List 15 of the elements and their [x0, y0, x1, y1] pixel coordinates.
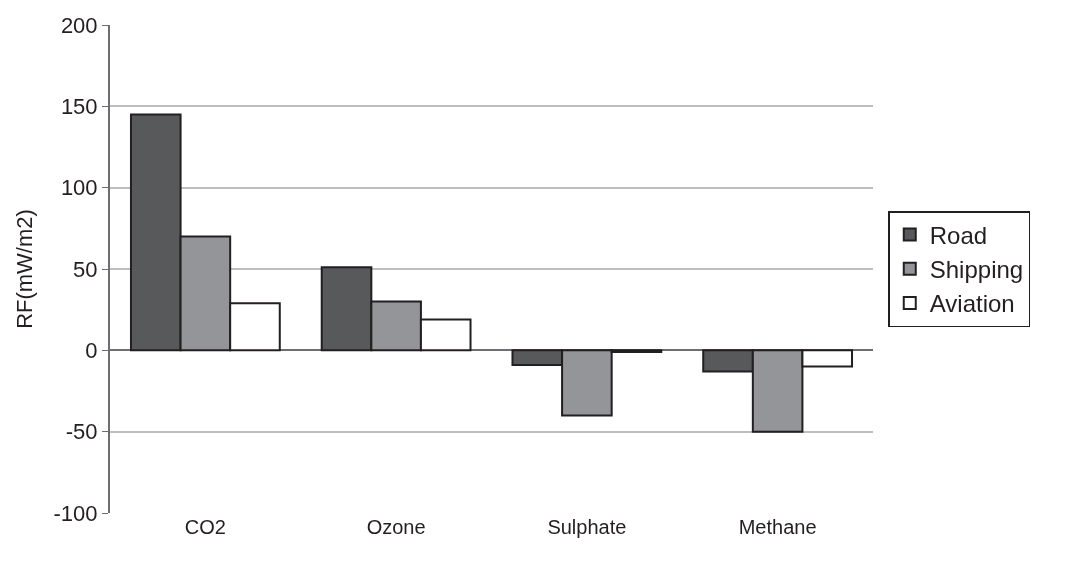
- y-axis-title: RF(mW/m2): [11, 209, 37, 329]
- y-tick-label: -100: [53, 500, 98, 526]
- y-tick-label: 50: [73, 256, 98, 282]
- x-tick-label: Methane: [738, 516, 817, 538]
- legend-label: Road: [929, 221, 988, 249]
- y-tick-label: 100: [60, 175, 98, 201]
- x-tick-label: Ozone: [366, 516, 426, 538]
- x-tick-label: CO2: [184, 516, 226, 538]
- y-tick-label: 0: [85, 338, 98, 364]
- legend-label: Shipping: [929, 256, 1024, 284]
- legend-label: Aviation: [929, 290, 1015, 318]
- y-tick-label: -50: [65, 419, 98, 445]
- x-tick-label: Sulphate: [547, 516, 627, 538]
- y-tick-label: 200: [60, 12, 98, 38]
- y-tick-label: 150: [60, 94, 98, 120]
